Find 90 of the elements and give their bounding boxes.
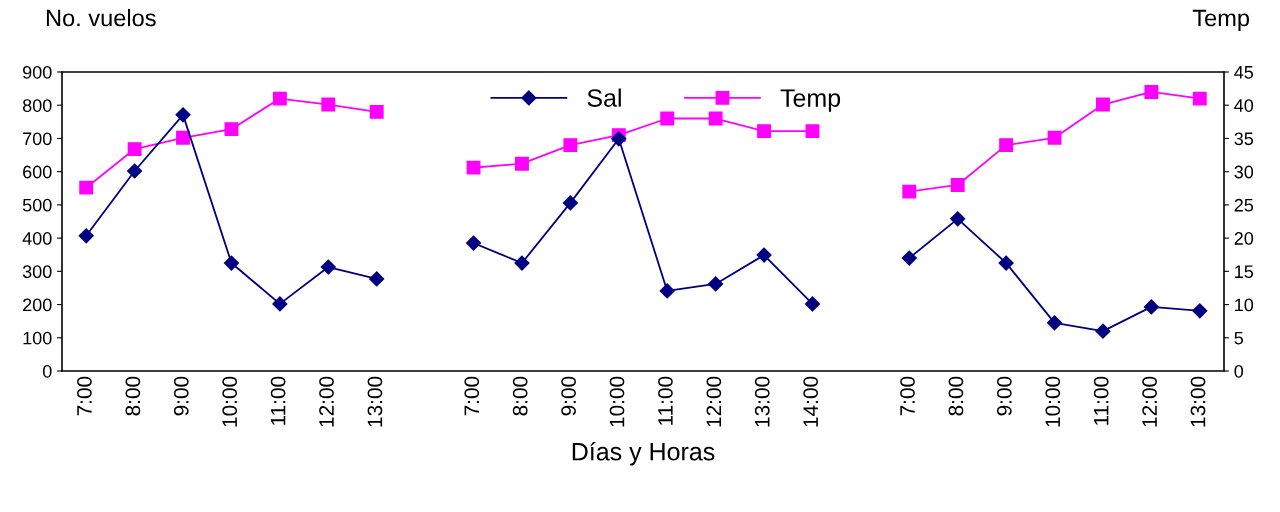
- point: [1192, 303, 1208, 319]
- point: [223, 255, 240, 271]
- point: [176, 130, 190, 145]
- point: [465, 235, 482, 251]
- x-tick-label: 12:00: [319, 376, 334, 427]
- legend-label: Sal: [587, 88, 621, 107]
- point: [1095, 323, 1111, 339]
- point: [175, 107, 191, 123]
- x-tick-label: 8:00: [948, 376, 964, 416]
- point: [611, 131, 627, 147]
- point: [756, 247, 772, 263]
- point: [999, 138, 1014, 153]
- y-tick-label: 400: [22, 232, 52, 245]
- x-tick-label: 7:00: [77, 376, 92, 416]
- x-tick-label: 7:00: [900, 376, 915, 416]
- y-tick-label: 500: [22, 198, 52, 212]
- point: [369, 104, 384, 119]
- x-axis-title: Días y Horas: [572, 441, 715, 466]
- y-tick-label: 0: [42, 364, 52, 378]
- y2-tick-label: 40: [1234, 99, 1254, 112]
- point: [757, 124, 771, 139]
- x-tick-label: 10:00: [609, 376, 625, 427]
- x-tick-label: 9:00: [173, 376, 189, 416]
- point: [902, 184, 917, 199]
- point: [321, 97, 336, 112]
- y-tick-label: 200: [23, 298, 52, 312]
- y2-tick-label: 15: [1235, 265, 1254, 279]
- point: [1047, 130, 1062, 145]
- point: [466, 160, 481, 175]
- x-tick-label: 12:00: [1142, 376, 1157, 427]
- point: [224, 122, 239, 137]
- x-tick-label: 9:00: [996, 376, 1012, 416]
- y-tick-label: 700: [23, 132, 52, 146]
- y-tick-label: 600: [23, 165, 52, 179]
- point: [708, 276, 724, 292]
- point: [1096, 97, 1110, 112]
- y-tick-label: 800: [22, 99, 52, 112]
- x-tick-label: 14:00: [803, 376, 819, 427]
- x-tick-label: 12:00: [706, 376, 722, 427]
- x-tick-label: 11:00: [658, 376, 673, 425]
- x-tick-label: 7:00: [464, 376, 480, 416]
- y-tick-label: 900: [23, 65, 52, 79]
- point: [1192, 91, 1207, 106]
- y2-tick-label: 30: [1234, 165, 1254, 179]
- y2-tick-label: 5: [1234, 331, 1244, 345]
- point: [563, 138, 578, 153]
- x-tick-label: 13:00: [367, 376, 383, 427]
- point: [514, 255, 530, 271]
- x-tick-label: 13:00: [1190, 376, 1206, 427]
- y-tick-label: 300: [22, 265, 52, 279]
- x-tick-label: 13:00: [754, 376, 770, 427]
- point: [79, 180, 94, 195]
- x-tick-label: 11:00: [270, 376, 286, 425]
- y-axis-title: No. vuelos: [46, 9, 156, 27]
- point: [659, 283, 675, 299]
- x-tick-label: 11:00: [1093, 376, 1109, 425]
- point: [804, 296, 821, 312]
- y2-axis-title: Temp: [1192, 9, 1250, 31]
- point: [1046, 315, 1063, 331]
- y2-tick-label: 20: [1234, 232, 1254, 245]
- x-tick-label: 8:00: [512, 376, 528, 416]
- x-tick-label: 8:00: [125, 376, 141, 416]
- x-tick-label: 9:00: [561, 376, 576, 416]
- legend-label: Temp: [780, 89, 841, 112]
- point: [660, 111, 675, 126]
- point: [998, 255, 1014, 271]
- point: [78, 228, 94, 244]
- point: [515, 156, 529, 171]
- point: [950, 211, 966, 227]
- x-tick-label: 10:00: [1045, 376, 1061, 427]
- y2-tick-label: 10: [1235, 298, 1254, 312]
- point: [708, 111, 723, 126]
- y2-tick-label: 35: [1234, 132, 1254, 146]
- y2-tick-label: 0: [1234, 364, 1244, 378]
- x-tick-label: 10:00: [222, 376, 238, 427]
- point: [1144, 84, 1159, 99]
- point: [127, 142, 142, 157]
- point: [272, 296, 288, 312]
- y2-tick-label: 45: [1234, 66, 1254, 79]
- y-tick-label: 100: [23, 331, 52, 345]
- point: [320, 259, 336, 275]
- point: [1143, 299, 1159, 315]
- point: [272, 91, 287, 106]
- point: [562, 195, 578, 211]
- point: [127, 163, 143, 179]
- point: [805, 124, 820, 139]
- point: [901, 250, 917, 266]
- point: [369, 271, 385, 287]
- y2-tick-label: 25: [1234, 198, 1254, 212]
- point: [950, 178, 965, 192]
